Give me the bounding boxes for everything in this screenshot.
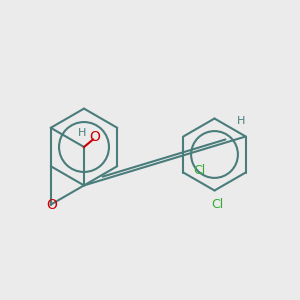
Text: O: O [90, 130, 101, 144]
Text: O: O [46, 198, 57, 212]
Text: H: H [237, 116, 245, 126]
Text: Cl: Cl [212, 197, 224, 211]
Text: H: H [78, 128, 87, 139]
Text: Cl: Cl [193, 164, 205, 178]
